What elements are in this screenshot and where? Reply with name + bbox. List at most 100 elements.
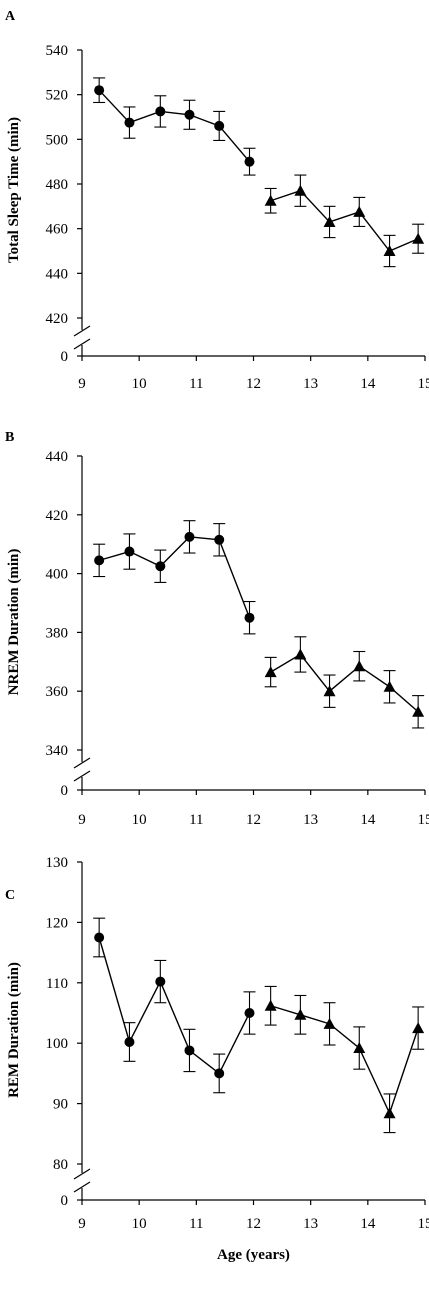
data-point-circle xyxy=(244,612,255,623)
y-tick-label: 0 xyxy=(61,1193,69,1209)
panel-b: B 340 360 380 400 420 440 09 10 11 12 13 14 15 NREM Du… xyxy=(5,430,429,828)
panel-a: A 420 440 460 480 500 520 540 09 10 11 12 13 14 15 Tota… xyxy=(5,9,429,392)
x-tick-label: 15 xyxy=(418,376,429,392)
y-tick-label: 440 xyxy=(46,266,69,282)
y-tick-label: 500 xyxy=(46,132,69,148)
data-point-circle xyxy=(155,976,166,987)
y-axis-label: NREM Duration (min) xyxy=(6,549,22,696)
data-point-circle xyxy=(184,109,195,120)
series-line-triangles xyxy=(270,189,419,252)
axis-break-mark xyxy=(73,770,91,782)
x-tick-label: 10 xyxy=(132,1216,147,1232)
data-point-triangle xyxy=(353,1042,366,1054)
panel-label: C xyxy=(5,888,15,903)
data-point-triangle xyxy=(264,666,277,678)
data-point-circle xyxy=(124,546,135,557)
y-tick-label: 110 xyxy=(46,976,68,992)
data-point-triangle xyxy=(323,685,336,697)
y-tick-label: 360 xyxy=(46,684,69,700)
data-point-triangle xyxy=(323,215,336,227)
y-axis-label: REM Duration (min) xyxy=(6,962,22,1098)
data-point-triangle xyxy=(412,232,425,244)
x-tick-label: 14 xyxy=(360,812,376,828)
series-line-circles xyxy=(98,937,251,1075)
panel-c: C 80 90 100 110 120 130 09 10 11 12 13 14 15 REM Durat… xyxy=(5,855,429,1263)
data-point-triangle xyxy=(323,1017,336,1029)
series-line-triangles xyxy=(270,653,419,713)
y-tick-label: 520 xyxy=(46,88,69,104)
y-tick-label: 480 xyxy=(46,177,69,193)
data-point-triangle xyxy=(412,705,425,717)
y-tick-label: 380 xyxy=(46,625,69,641)
y-tick-label: 340 xyxy=(46,743,69,759)
x-tick-label: 11 xyxy=(189,812,203,828)
x-tick-label: 9 xyxy=(78,376,86,392)
axis-break-mark xyxy=(73,1181,91,1193)
data-point-circle xyxy=(214,1068,225,1079)
data-point-triangle xyxy=(264,194,277,206)
x-tick-label: 14 xyxy=(360,1216,376,1232)
x-tick-label: 11 xyxy=(189,1216,203,1232)
data-point-circle xyxy=(214,120,225,131)
y-tick-label: 90 xyxy=(53,1097,68,1113)
x-tick-label: 12 xyxy=(246,812,261,828)
data-point-circle xyxy=(155,561,166,572)
x-tick-label: 12 xyxy=(246,376,261,392)
x-tick-label: 15 xyxy=(418,812,429,828)
x-tick-label: 13 xyxy=(303,812,318,828)
y-tick-label: 420 xyxy=(46,508,69,524)
x-tick-label: 10 xyxy=(132,812,147,828)
series-line-triangles xyxy=(270,1005,419,1116)
y-axis-label: Total Sleep Time (min) xyxy=(6,117,22,263)
panel-label: B xyxy=(5,430,14,445)
data-point-circle xyxy=(124,1036,135,1047)
data-point-circle xyxy=(94,932,105,943)
data-point-circle xyxy=(184,1045,195,1056)
y-tick-label: 420 xyxy=(46,311,69,327)
y-tick-label: 80 xyxy=(53,1157,68,1173)
x-tick-label: 12 xyxy=(246,1216,261,1232)
data-point-triangle xyxy=(383,680,396,692)
y-tick-label: 0 xyxy=(61,783,69,799)
x-tick-label: 13 xyxy=(303,376,318,392)
x-tick-label: 10 xyxy=(132,376,147,392)
x-tick-label: 14 xyxy=(360,376,376,392)
y-tick-label: 120 xyxy=(46,915,69,931)
y-tick-label: 100 xyxy=(46,1036,69,1052)
data-point-circle xyxy=(214,534,225,545)
data-point-circle xyxy=(155,106,166,117)
data-point-circle xyxy=(244,156,255,167)
data-point-triangle xyxy=(383,245,396,256)
data-point-triangle xyxy=(294,184,307,196)
y-tick-label: 440 xyxy=(46,449,69,465)
data-point-triangle xyxy=(383,1107,396,1119)
y-tick-label: 0 xyxy=(61,349,69,365)
axis-break-mark xyxy=(73,1168,91,1180)
data-point-circle xyxy=(184,531,195,542)
series-line-circles xyxy=(98,536,251,618)
y-tick-label: 400 xyxy=(46,567,69,583)
data-point-triangle xyxy=(294,648,307,660)
data-point-triangle xyxy=(294,1008,307,1020)
data-point-triangle xyxy=(353,660,366,672)
y-tick-label: 130 xyxy=(46,855,69,871)
x-tick-label: 11 xyxy=(189,376,203,392)
x-tick-label: 9 xyxy=(78,812,86,828)
y-tick-label: 460 xyxy=(46,222,69,238)
axis-break-mark xyxy=(73,757,91,769)
x-tick-label: 13 xyxy=(303,1216,318,1232)
data-point-circle xyxy=(94,85,105,96)
data-point-triangle xyxy=(353,205,366,217)
panel-label: A xyxy=(5,9,16,24)
data-point-triangle xyxy=(412,1022,425,1034)
x-tick-label: 15 xyxy=(418,1216,429,1232)
y-tick-label: 540 xyxy=(46,43,69,59)
x-tick-label: 9 xyxy=(78,1216,86,1232)
series-line-circles xyxy=(98,89,251,163)
data-point-circle xyxy=(244,1008,255,1018)
axis-break-mark xyxy=(73,338,91,350)
data-point-triangle xyxy=(264,999,277,1011)
data-point-circle xyxy=(124,117,135,128)
axis-break-mark xyxy=(73,325,91,337)
